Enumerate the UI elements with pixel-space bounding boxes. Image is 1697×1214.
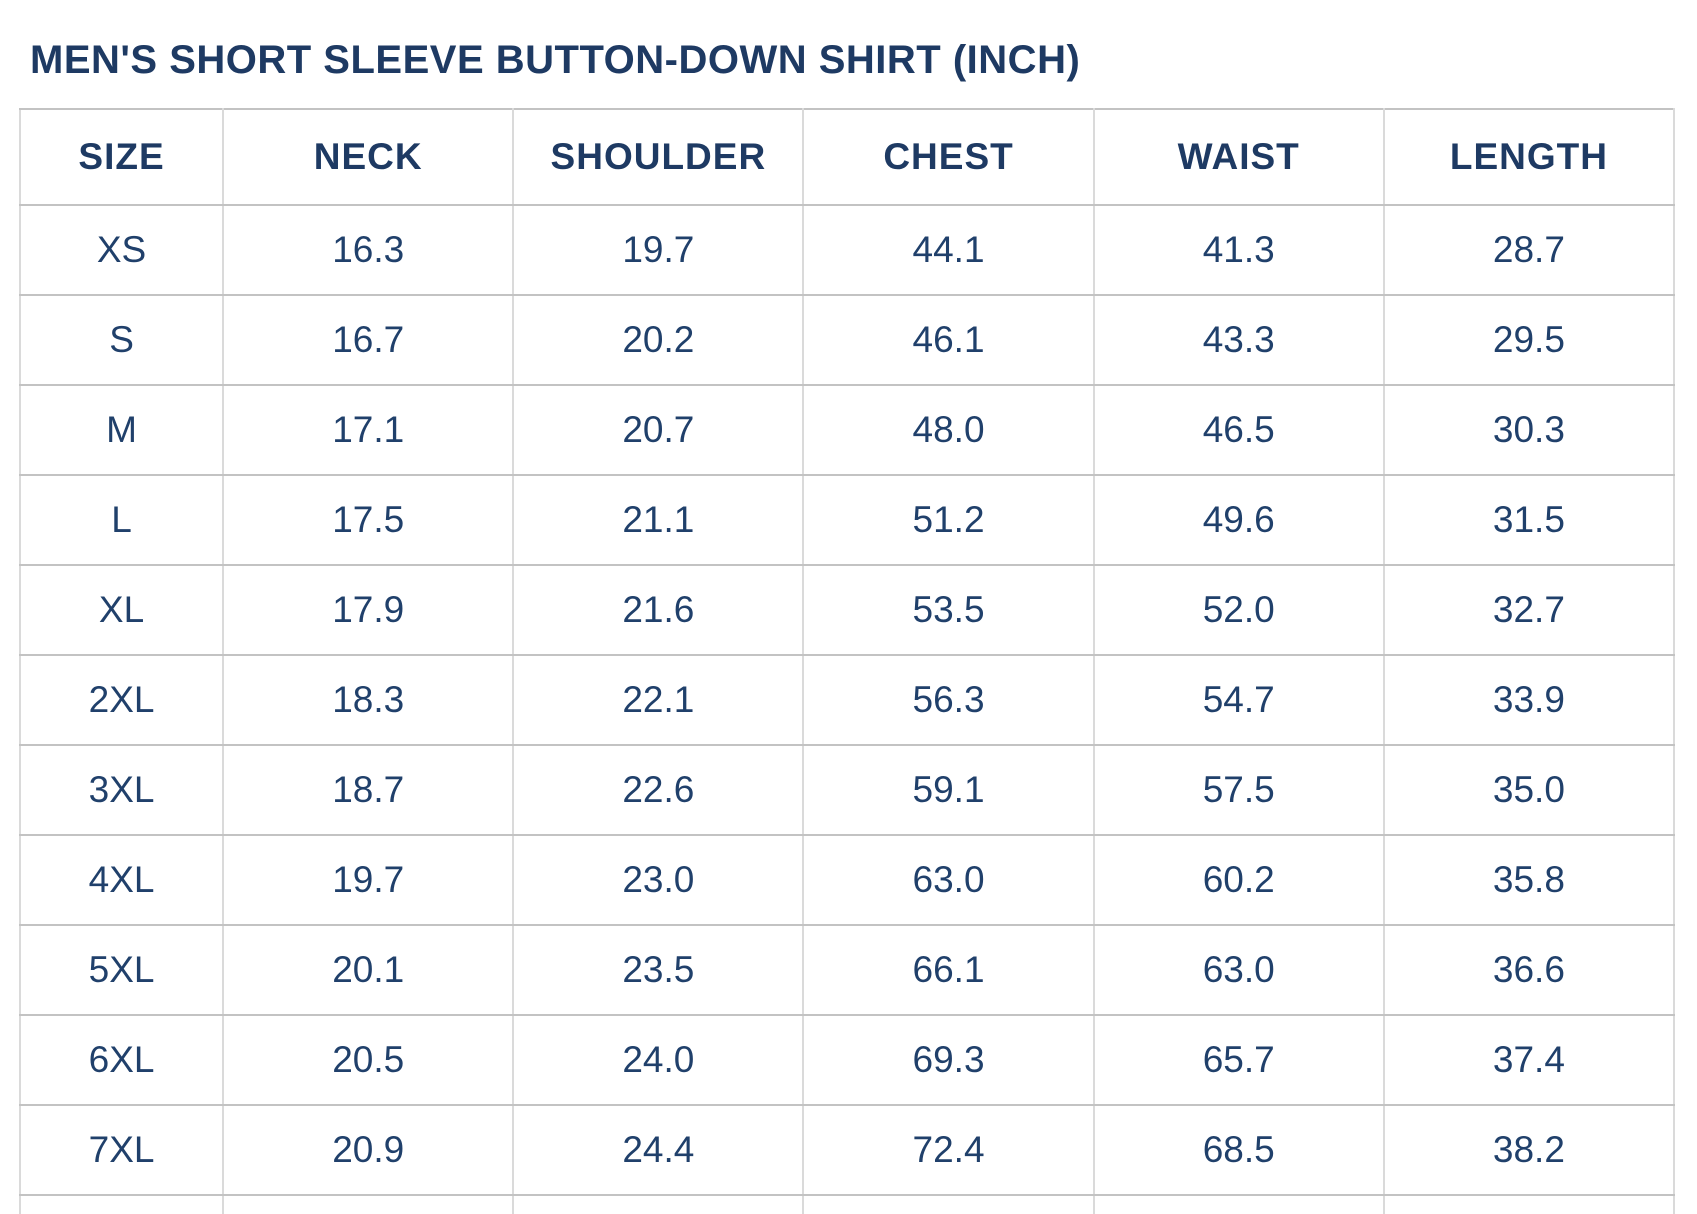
header-cell-waist: WAIST [1092,108,1385,206]
measurement-cell: 44.1 [802,204,1095,296]
size-cell: 2XL [18,654,225,746]
measurement-cell: 46.5 [1092,384,1385,476]
size-chart-table: SIZE NECK SHOULDER CHEST WAIST LENGTH XS 16.3 1… [18,108,1676,1214]
measurement-cell: 65.7 [1092,1014,1385,1106]
measurement-cell: 16.3 [222,204,515,296]
measurement-cell: 66.1 [802,924,1095,1016]
measurement-cell: 17.9 [222,564,515,656]
size-cell: 6XL [18,1014,225,1106]
empty-cell [512,1194,805,1214]
empty-cell [222,1194,515,1214]
table-row: 4XL 19.7 23.0 63.0 60.2 35.8 [18,834,1676,926]
header-cell-size: SIZE [18,108,225,206]
measurement-cell: 24.4 [512,1104,805,1196]
measurement-cell: 24.0 [512,1014,805,1106]
measurement-cell: 19.7 [222,834,515,926]
size-cell: M [18,384,225,476]
measurement-cell: 59.1 [802,744,1095,836]
measurement-cell: 20.5 [222,1014,515,1106]
measurement-cell: 37.4 [1382,1014,1676,1106]
measurement-cell: 31.5 [1382,474,1676,566]
size-cell: S [18,294,225,386]
table-header-row: SIZE NECK SHOULDER CHEST WAIST LENGTH [18,108,1676,206]
measurement-cell: 20.9 [222,1104,515,1196]
table-row: S 16.7 20.2 46.1 43.3 29.5 [18,294,1676,386]
measurement-cell: 23.0 [512,834,805,926]
header-cell-chest: CHEST [802,108,1095,206]
size-cell: 7XL [18,1104,225,1196]
measurement-cell: 38.2 [1382,1104,1676,1196]
measurement-cell: 46.1 [802,294,1095,386]
size-cell: 4XL [18,834,225,926]
measurement-cell: 18.3 [222,654,515,746]
measurement-cell: 30.3 [1382,384,1676,476]
measurement-cell: 19.7 [512,204,805,296]
measurement-cell: 28.7 [1382,204,1676,296]
empty-cell [18,1194,225,1214]
measurement-cell: 17.5 [222,474,515,566]
measurement-cell: 57.5 [1092,744,1385,836]
table-row: XL 17.9 21.6 53.5 52.0 32.7 [18,564,1676,656]
measurement-cell: 51.2 [802,474,1095,566]
table-body: XS 16.3 19.7 44.1 41.3 28.7 S 16.7 20.2 46.1 43.3 2… [18,204,1676,1214]
measurement-cell: 36.6 [1382,924,1676,1016]
measurement-cell: 48.0 [802,384,1095,476]
measurement-cell: 35.8 [1382,834,1676,926]
empty-cell [802,1194,1095,1214]
measurement-cell: 20.2 [512,294,805,386]
size-cell: XS [18,204,225,296]
measurement-cell: 16.7 [222,294,515,386]
measurement-cell: 52.0 [1092,564,1385,656]
measurement-cell: 21.1 [512,474,805,566]
page-title: MEN'S SHORT SLEEVE BUTTON-DOWN SHIRT (IN… [30,38,1081,82]
measurement-cell: 22.6 [512,744,805,836]
table-row: M 17.1 20.7 48.0 46.5 30.3 [18,384,1676,476]
measurement-cell: 29.5 [1382,294,1676,386]
size-cell: 3XL [18,744,225,836]
header-cell-length: LENGTH [1382,108,1676,206]
empty-cell [1382,1194,1676,1214]
table-row: 7XL 20.9 24.4 72.4 68.5 38.2 [18,1104,1676,1196]
table-row: 6XL 20.5 24.0 69.3 65.7 37.4 [18,1014,1676,1106]
measurement-cell: 18.7 [222,744,515,836]
measurement-cell: 63.0 [802,834,1095,926]
table-header: SIZE NECK SHOULDER CHEST WAIST LENGTH [18,108,1676,206]
size-cell: 5XL [18,924,225,1016]
measurement-cell: 21.6 [512,564,805,656]
header-cell-neck: NECK [222,108,515,206]
measurement-cell: 69.3 [802,1014,1095,1106]
measurement-cell: 68.5 [1092,1104,1385,1196]
measurement-cell: 17.1 [222,384,515,476]
measurement-cell: 49.6 [1092,474,1385,566]
table-row: L 17.5 21.1 51.2 49.6 31.5 [18,474,1676,566]
measurement-cell: 63.0 [1092,924,1385,1016]
measurement-cell: 60.2 [1092,834,1385,926]
table-row: XS 16.3 19.7 44.1 41.3 28.7 [18,204,1676,296]
measurement-cell: 56.3 [802,654,1095,746]
size-cell: L [18,474,225,566]
measurement-cell: 53.5 [802,564,1095,656]
measurement-cell: 23.5 [512,924,805,1016]
measurement-cell: 32.7 [1382,564,1676,656]
empty-cell [1092,1194,1385,1214]
measurement-cell: 22.1 [512,654,805,746]
measurement-cell: 54.7 [1092,654,1385,746]
table-row: 5XL 20.1 23.5 66.1 63.0 36.6 [18,924,1676,1016]
measurement-cell: 35.0 [1382,744,1676,836]
measurement-cell: 41.3 [1092,204,1385,296]
measurement-cell: 20.1 [222,924,515,1016]
header-cell-shoulder: SHOULDER [512,108,805,206]
table-row: 3XL 18.7 22.6 59.1 57.5 35.0 [18,744,1676,836]
size-cell: XL [18,564,225,656]
measurement-cell: 72.4 [802,1104,1095,1196]
table-row: 2XL 18.3 22.1 56.3 54.7 33.9 [18,654,1676,746]
measurement-cell: 43.3 [1092,294,1385,386]
measurement-cell: 20.7 [512,384,805,476]
partial-clipped-row [18,1194,1676,1214]
measurement-cell: 33.9 [1382,654,1676,746]
